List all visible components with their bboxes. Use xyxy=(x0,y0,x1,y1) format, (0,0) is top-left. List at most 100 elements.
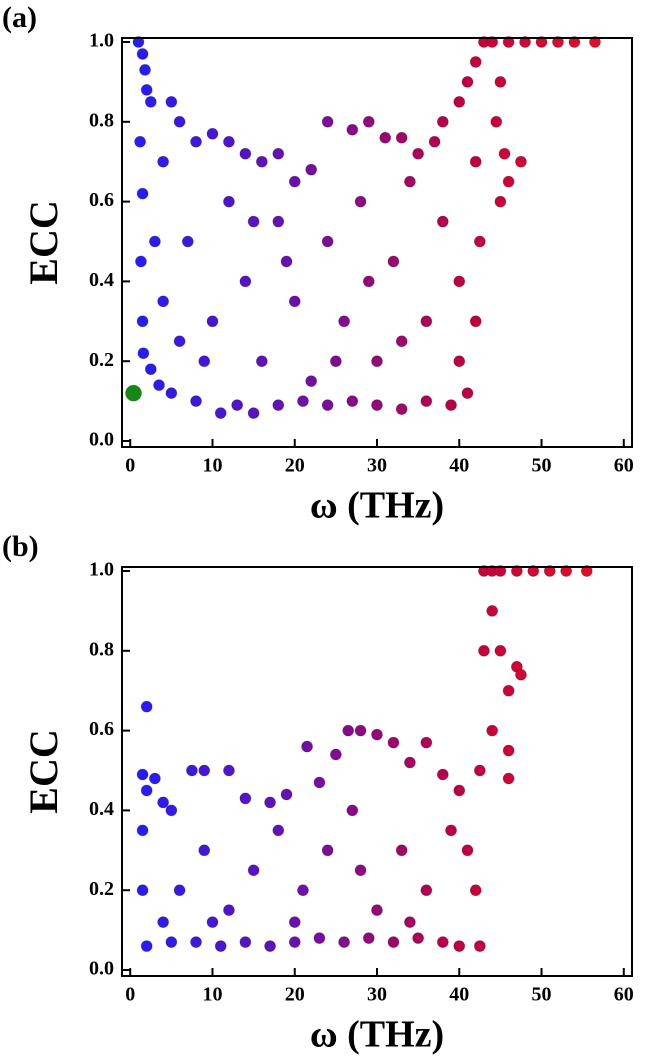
point xyxy=(502,36,515,48)
point xyxy=(404,916,416,929)
point xyxy=(371,355,383,368)
point xyxy=(214,940,227,952)
point xyxy=(140,784,153,797)
point xyxy=(305,163,318,176)
point xyxy=(305,375,318,388)
point xyxy=(362,275,375,288)
point xyxy=(264,940,276,952)
point xyxy=(510,565,523,577)
point xyxy=(519,36,531,48)
point xyxy=(137,347,150,360)
point xyxy=(404,756,416,769)
point xyxy=(354,864,367,877)
point xyxy=(206,916,219,929)
point xyxy=(329,748,342,761)
point xyxy=(469,56,482,68)
point xyxy=(346,123,359,136)
point xyxy=(395,131,408,144)
point xyxy=(288,936,301,948)
point xyxy=(173,884,186,897)
x-tick-label: 50 xyxy=(532,984,552,1006)
y-axis-title: ECC xyxy=(21,729,66,813)
point xyxy=(494,565,507,577)
point xyxy=(453,940,466,952)
x-tick-label: 0 xyxy=(125,984,135,1006)
plot-frame xyxy=(121,37,633,448)
point xyxy=(469,155,482,168)
x-axis-title: ω (THz) xyxy=(310,485,444,527)
point xyxy=(313,776,326,789)
point xyxy=(223,195,235,208)
point xyxy=(387,736,400,749)
point xyxy=(589,36,601,48)
point xyxy=(198,355,211,368)
point xyxy=(321,115,334,128)
point xyxy=(436,215,449,228)
x-tick-label: 0 xyxy=(125,455,135,477)
point xyxy=(135,255,147,268)
point xyxy=(461,844,474,857)
point xyxy=(190,395,202,408)
point xyxy=(223,135,235,148)
point xyxy=(560,565,573,577)
x-tick-label: 60 xyxy=(614,984,634,1006)
point xyxy=(165,936,178,948)
point xyxy=(272,399,285,412)
point xyxy=(272,215,285,228)
point xyxy=(371,728,383,741)
point xyxy=(346,804,359,817)
point xyxy=(136,187,149,200)
point xyxy=(198,844,211,857)
point xyxy=(297,395,309,408)
point xyxy=(371,904,383,917)
point xyxy=(198,764,211,777)
point xyxy=(395,403,408,415)
y-tick-label: 0.0 xyxy=(89,429,114,451)
point xyxy=(190,135,202,148)
point xyxy=(247,407,260,419)
point xyxy=(247,864,260,877)
point xyxy=(580,565,593,577)
x-tick-label: 40 xyxy=(449,984,469,1006)
point xyxy=(301,740,313,753)
point xyxy=(255,155,268,168)
y-tick-label: 1.0 xyxy=(89,559,114,581)
point xyxy=(165,804,178,817)
point xyxy=(173,115,186,128)
point xyxy=(494,195,507,208)
point xyxy=(404,175,416,188)
point xyxy=(190,936,202,948)
point xyxy=(469,315,482,328)
y-tick-label: 0.6 xyxy=(89,189,114,211)
point xyxy=(157,916,170,929)
y-axis-title: ECC xyxy=(21,200,66,284)
point xyxy=(379,131,392,144)
y-tick-label: 0.2 xyxy=(89,349,114,371)
point xyxy=(342,724,355,737)
point xyxy=(247,215,260,228)
point xyxy=(387,255,400,268)
point xyxy=(313,932,326,944)
point xyxy=(473,235,486,248)
x-tick-label: 20 xyxy=(285,984,305,1006)
point xyxy=(387,936,400,948)
point xyxy=(134,135,146,148)
point xyxy=(445,824,457,837)
point xyxy=(272,824,285,837)
x-tick-label: 10 xyxy=(202,984,222,1006)
point xyxy=(329,355,342,368)
point xyxy=(453,275,466,288)
point xyxy=(297,884,309,897)
point xyxy=(288,175,301,188)
point xyxy=(498,147,511,160)
y-tick-label: 0.8 xyxy=(89,109,114,131)
point xyxy=(486,36,499,48)
x-tick-label: 10 xyxy=(202,455,222,477)
point xyxy=(136,315,149,328)
point xyxy=(412,932,425,944)
point xyxy=(453,784,466,797)
point xyxy=(321,399,334,412)
point xyxy=(535,36,548,48)
x-axis-title: ω (THz) xyxy=(310,1014,444,1056)
